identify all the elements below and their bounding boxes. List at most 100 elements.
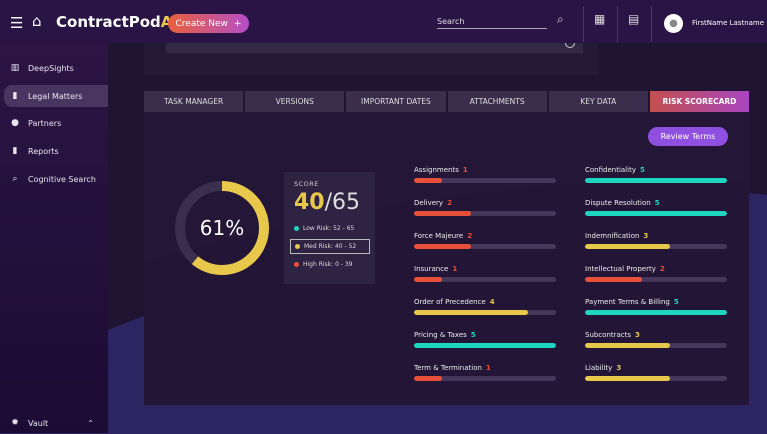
term-score: 2 — [447, 199, 452, 207]
search-icon[interactable]: ⌕ — [557, 12, 564, 26]
term-bar — [585, 310, 727, 315]
tab-task-manager[interactable]: TASK MANAGER — [144, 91, 244, 112]
term-score: 3 — [635, 331, 640, 339]
home-icon[interactable]: ⌂ — [32, 12, 42, 30]
term-bar-fill — [585, 178, 727, 183]
term-item: Delivery 2 — [414, 199, 556, 216]
sidebar-item-cognitive-search[interactable]: ⌕ Cognitive Search — [4, 168, 108, 190]
term-score: 3 — [643, 232, 649, 240]
term-bar-fill — [414, 343, 556, 348]
term-label: Insurance 1 — [414, 265, 556, 277]
user-name[interactable]: FirstName Lastname — [692, 19, 765, 27]
create-new-button[interactable]: Create New + — [168, 14, 249, 33]
term-label: Assignments 1 — [414, 166, 556, 178]
chevron-up-icon[interactable]: ⌃ — [87, 418, 94, 428]
legend-low-risk: Low Risk: 52 - 65 — [290, 221, 365, 236]
sidebar-item-partners[interactable]: ● Partners — [4, 112, 108, 134]
term-bar — [585, 244, 727, 249]
term-bar — [585, 343, 727, 348]
term-score: 2 — [659, 265, 665, 273]
term-score: 1 — [452, 265, 458, 273]
term-bar — [585, 277, 727, 282]
term-item: Term & Termination 1 — [414, 364, 556, 381]
term-name: Insurance — [414, 265, 449, 273]
document-check-icon[interactable]: ▤ — [628, 12, 640, 26]
term-score: 4 — [489, 298, 495, 306]
term-label: Delivery 2 — [414, 199, 556, 211]
legend-med-risk: Med Risk: 40 - 52 — [290, 239, 370, 254]
term-label: Liability 3 — [585, 364, 727, 376]
term-score: 5 — [673, 298, 679, 306]
term-name: Pricing & Taxes — [414, 331, 467, 339]
term-item: Liability 3 — [585, 364, 727, 381]
sidebar-item-label: Legal Matters — [28, 91, 83, 101]
term-bar-fill — [414, 244, 471, 249]
tab-bar: TASK MANAGER VERSIONS IMPORTANT DATES AT… — [144, 91, 750, 112]
term-label: Intellectual Property 2 — [585, 265, 727, 277]
term-name: Order of Precedence — [414, 298, 486, 306]
term-score: 3 — [616, 364, 622, 372]
divider — [651, 6, 652, 42]
search-input[interactable]: Search — [437, 17, 547, 29]
tab-risk-scorecard[interactable]: RISK SCORECARD — [649, 91, 750, 112]
tab-attachments[interactable]: ATTACHMENTS — [447, 91, 547, 112]
term-item: Payment Terms & Billing 5 — [585, 298, 727, 315]
sidebar-vault[interactable]: ✹ Vault ⌃ — [4, 412, 108, 434]
risk-legend: Low Risk: 52 - 65 Med Risk: 40 - 52 High… — [290, 221, 370, 272]
tab-key-data[interactable]: KEY DATA — [548, 91, 648, 112]
sidebar-item-legal-matters[interactable]: ▮ Legal Matters — [4, 85, 108, 107]
tab-important-dates[interactable]: IMPORTANT DATES — [346, 91, 446, 112]
score-label: SCORE — [294, 180, 319, 188]
sidebar-item-label: Cognitive Search — [28, 174, 96, 184]
term-name: Intellectual Property — [585, 265, 656, 273]
review-terms-button[interactable]: Review Terms — [648, 127, 728, 146]
term-score: 1 — [462, 166, 468, 174]
term-name: Liability — [585, 364, 613, 372]
term-label: Payment Terms & Billing 5 — [585, 298, 727, 310]
term-name: Dispute Resolution — [585, 199, 651, 207]
gear-icon: ✹ — [11, 418, 19, 428]
logo[interactable]: ContractPodAi — [56, 13, 178, 31]
term-item: Dispute Resolution 5 — [585, 199, 727, 216]
term-bar-fill — [414, 178, 443, 183]
term-label: Indemnification 3 — [585, 232, 727, 244]
risk-scorecard-panel: Review Terms 61% SCORE 40/65 Low Risk: 5… — [144, 112, 749, 405]
term-score: 5 — [654, 199, 660, 207]
term-name: Payment Terms & Billing — [585, 298, 670, 306]
menu-icon[interactable]: ☰ — [10, 14, 24, 32]
term-bar-fill — [585, 211, 727, 216]
report-icon: ▮ — [12, 146, 18, 156]
term-item: Insurance 1 — [414, 265, 556, 282]
score-value: 40/65 — [294, 190, 361, 215]
term-label: Order of Precedence 4 — [414, 298, 556, 310]
avatar[interactable]: ● — [664, 14, 683, 33]
sidebar-item-deepsights[interactable]: ▥ DeepSights — [4, 57, 108, 79]
chart-icon: ▥ — [10, 63, 20, 73]
term-bar — [414, 211, 556, 216]
term-bar — [414, 277, 556, 282]
sidebar: ▥ DeepSights ▮ Legal Matters ● Partners ▮ Re… — [0, 43, 108, 433]
term-bar — [585, 211, 727, 216]
term-item: Intellectual Property 2 — [585, 265, 727, 282]
term-name: Term & Termination — [414, 364, 482, 372]
term-score: 1 — [485, 364, 491, 372]
term-name: Assignments — [414, 166, 459, 174]
term-label: Term & Termination 1 — [414, 364, 556, 376]
term-score: 2 — [467, 232, 473, 240]
document-icon: ▮ — [12, 91, 18, 101]
term-bar — [414, 244, 556, 249]
calendar-icon[interactable]: ▦ — [594, 12, 606, 26]
term-label: Subcontracts 3 — [585, 331, 727, 343]
tab-versions[interactable]: VERSIONS — [245, 91, 345, 112]
donut-percent: 61% — [200, 216, 244, 240]
term-bar-fill — [585, 310, 727, 315]
term-item: Force Majeure 2 — [414, 232, 556, 249]
sidebar-item-label: Reports — [28, 146, 59, 156]
term-bar-fill — [585, 343, 671, 348]
score-donut: 61% — [175, 181, 269, 275]
sidebar-item-reports[interactable]: ▮ Reports — [4, 140, 108, 162]
plus-icon: + — [233, 18, 242, 29]
term-item: Order of Precedence 4 — [414, 298, 556, 315]
term-item: Confidentiality 5 — [585, 166, 727, 183]
create-new-label: Create New — [175, 18, 228, 29]
